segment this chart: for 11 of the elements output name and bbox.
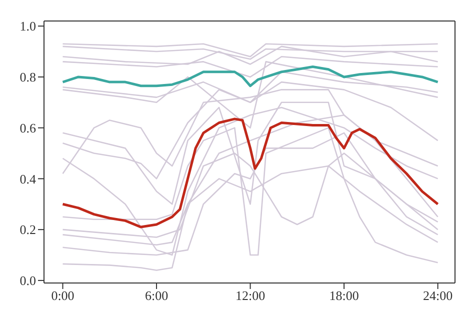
x-tick-label: 18:00 xyxy=(329,288,359,304)
y-tick-label: 0.4 xyxy=(20,171,36,186)
y-tick-label: 0.6 xyxy=(20,120,36,136)
x-tick-label: 6:00 xyxy=(144,288,168,304)
y-tick-label: 0.0 xyxy=(20,273,36,288)
y-tick-label: 1.0 xyxy=(20,18,36,34)
y-tick-label: 0.2 xyxy=(20,222,36,238)
y-tick-label: 0.8 xyxy=(20,70,36,85)
x-tick-label: 24:00 xyxy=(422,288,453,304)
x-tick-label: 12:00 xyxy=(235,288,266,304)
x-tick-label: 0:00 xyxy=(51,288,74,304)
